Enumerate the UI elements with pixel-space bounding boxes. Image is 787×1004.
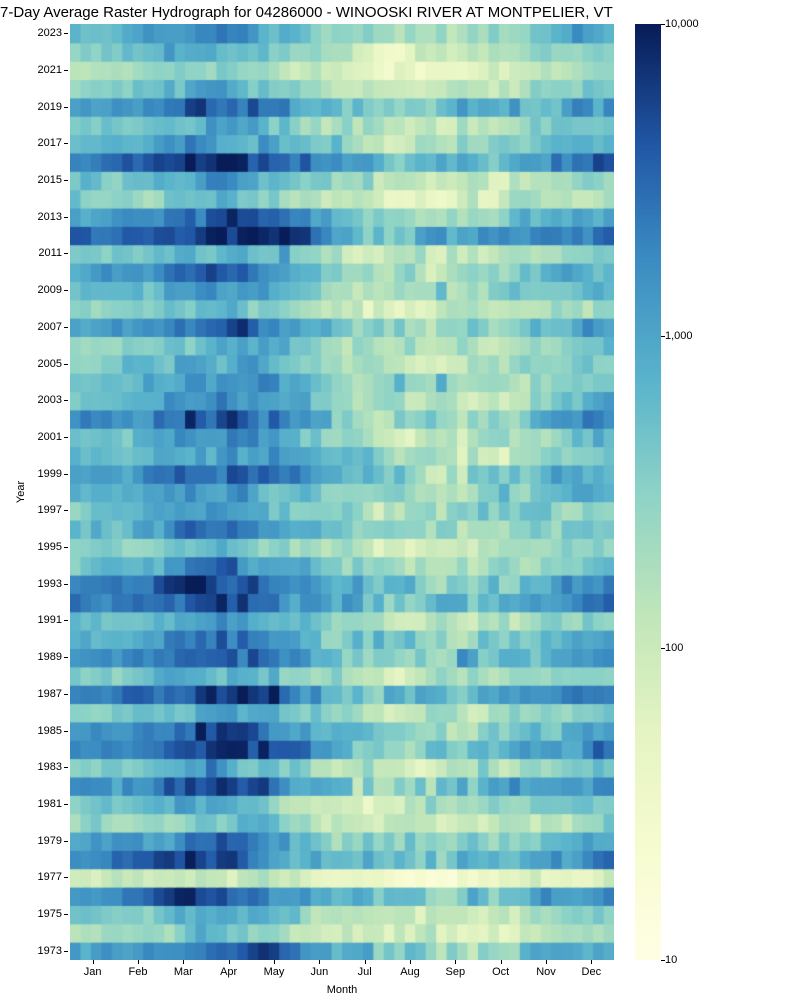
x-tick-mark <box>138 960 139 964</box>
y-tick-mark <box>64 694 68 695</box>
x-tick-mark <box>183 960 184 964</box>
x-tick-mark <box>546 960 547 964</box>
y-tick-label: 1985 <box>38 725 62 737</box>
y-tick-mark <box>64 474 68 475</box>
y-tick-mark <box>64 290 68 291</box>
x-tick-mark <box>319 960 320 964</box>
colorbar-area: 7-Day Average Streamflow, cubic feet per… <box>635 24 765 960</box>
y-tick-mark <box>64 400 68 401</box>
x-tick-label: Apr <box>220 966 237 978</box>
y-tick-label: 2013 <box>38 211 62 223</box>
y-tick-label: 2011 <box>38 247 62 259</box>
y-tick-label: 1989 <box>38 651 62 663</box>
y-tick-label: 2001 <box>38 431 62 443</box>
x-tick-label: Aug <box>400 966 420 978</box>
y-tick-mark <box>64 731 68 732</box>
x-tick-label: Mar <box>174 966 193 978</box>
x-tick-mark <box>274 960 275 964</box>
x-tick-mark <box>455 960 456 964</box>
y-tick-label: 1993 <box>38 578 62 590</box>
y-tick-label: 2023 <box>38 27 62 39</box>
x-tick-label: Jun <box>310 966 328 978</box>
y-tick-label: 1991 <box>38 614 62 626</box>
x-tick-label: Jan <box>84 966 102 978</box>
y-tick-mark <box>64 951 68 952</box>
chart-title: 7-Day Average Raster Hydrograph for 0428… <box>0 4 613 21</box>
y-tick-label: 1981 <box>38 798 62 810</box>
y-tick-label: 2021 <box>38 64 62 76</box>
x-tick-mark <box>591 960 592 964</box>
y-tick-mark <box>64 620 68 621</box>
y-tick-label: 1975 <box>38 908 62 920</box>
heatmap-plot <box>70 24 614 960</box>
y-tick-mark <box>64 841 68 842</box>
y-tick-mark <box>64 327 68 328</box>
x-tick-label: Oct <box>492 966 509 978</box>
y-tick-mark <box>64 364 68 365</box>
y-tick-mark <box>64 437 68 438</box>
y-tick-label: 2007 <box>38 321 62 333</box>
colorbar-canvas <box>635 24 661 960</box>
y-tick-mark <box>64 657 68 658</box>
x-tick-mark <box>410 960 411 964</box>
x-tick-label: Dec <box>582 966 602 978</box>
y-tick-label: 2015 <box>38 174 62 186</box>
y-tick-label: 1979 <box>38 835 62 847</box>
y-tick-label: 2009 <box>38 284 62 296</box>
y-axis: Year 1973 1975 1977 1979 1981 1983 1985 1987 198… <box>0 24 68 960</box>
colorbar-tick-mark <box>661 336 665 337</box>
y-tick-mark <box>64 877 68 878</box>
y-tick-label: 2003 <box>38 394 62 406</box>
colorbar-tick-mark <box>661 648 665 649</box>
y-tick-mark <box>64 143 68 144</box>
x-axis: Month Jan Feb Mar Apr May Jun Jul Aug Sep Oct Nov D… <box>70 960 614 1000</box>
colorbar-tick-label: 1,000 <box>665 330 693 342</box>
heatmap-canvas <box>70 24 614 960</box>
x-tick-label: Jul <box>358 966 372 978</box>
y-tick-label: 1999 <box>38 468 62 480</box>
colorbar-tick-label: 10,000 <box>665 18 699 30</box>
y-tick-label: 1997 <box>38 504 62 516</box>
y-tick-mark <box>64 107 68 108</box>
y-tick-label: 1995 <box>38 541 62 553</box>
x-tick-mark <box>229 960 230 964</box>
x-tick-mark <box>365 960 366 964</box>
y-tick-label: 2017 <box>38 137 62 149</box>
y-tick-mark <box>64 33 68 34</box>
y-tick-label: 2005 <box>38 358 62 370</box>
y-tick-mark <box>64 804 68 805</box>
y-tick-mark <box>64 217 68 218</box>
colorbar-tick-mark <box>661 24 665 25</box>
y-tick-mark <box>64 914 68 915</box>
y-tick-label: 2019 <box>38 101 62 113</box>
colorbar-tick-label: 10 <box>665 954 677 966</box>
y-tick-mark <box>64 253 68 254</box>
x-tick-mark <box>501 960 502 964</box>
y-axis-label: Year <box>15 481 27 503</box>
y-tick-label: 1977 <box>38 871 62 883</box>
x-tick-label: Nov <box>536 966 556 978</box>
x-axis-label: Month <box>327 984 358 996</box>
colorbar-tick-mark <box>661 960 665 961</box>
x-tick-mark <box>93 960 94 964</box>
y-tick-mark <box>64 547 68 548</box>
chart-container: 7-Day Average Raster Hydrograph for 0428… <box>0 0 787 1004</box>
y-tick-mark <box>64 70 68 71</box>
x-tick-label: Feb <box>129 966 148 978</box>
y-tick-mark <box>64 180 68 181</box>
y-tick-label: 1973 <box>38 945 62 957</box>
y-tick-mark <box>64 584 68 585</box>
y-tick-mark <box>64 767 68 768</box>
colorbar-tick-label: 100 <box>665 642 683 654</box>
y-tick-label: 1987 <box>38 688 62 700</box>
x-tick-label: May <box>264 966 285 978</box>
x-tick-label: Sep <box>446 966 466 978</box>
y-tick-mark <box>64 510 68 511</box>
y-tick-label: 1983 <box>38 761 62 773</box>
